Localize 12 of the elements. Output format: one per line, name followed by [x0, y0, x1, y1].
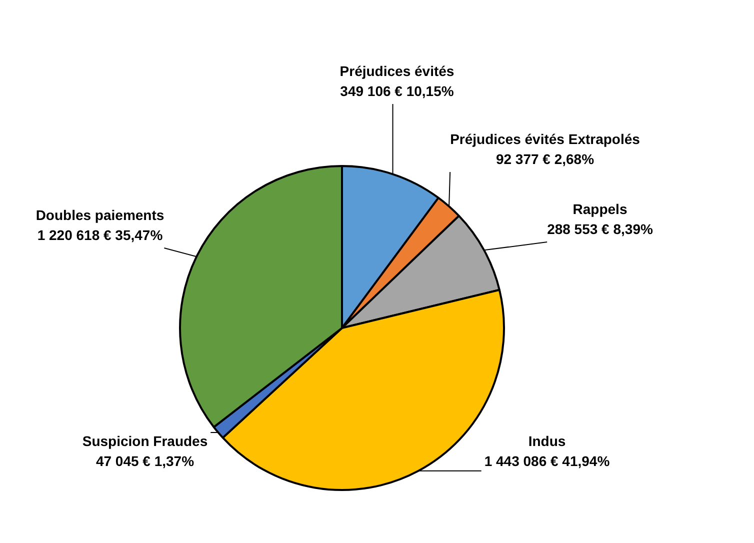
slice-label: Indus [528, 432, 566, 449]
data-label: 288 553 € 8,39% [547, 220, 654, 237]
slice-label: Suspicion Fraudes [82, 432, 208, 449]
slice-label: Rappels [572, 200, 628, 217]
data-label: 1 220 618 € 35,47% [37, 226, 164, 243]
slice-label: Doubles paiements [36, 206, 164, 223]
data-label: 47 045 € 1,37% [96, 452, 195, 469]
data-label: 92 377 € 2,68% [496, 150, 595, 167]
slice-label: Préjudices évités Extrapolés [450, 130, 640, 147]
data-label: 349 106 € 10,15% [340, 82, 454, 99]
slice-label: Préjudices évités [340, 62, 454, 79]
data-label: 1 443 086 € 41,94% [484, 452, 610, 469]
